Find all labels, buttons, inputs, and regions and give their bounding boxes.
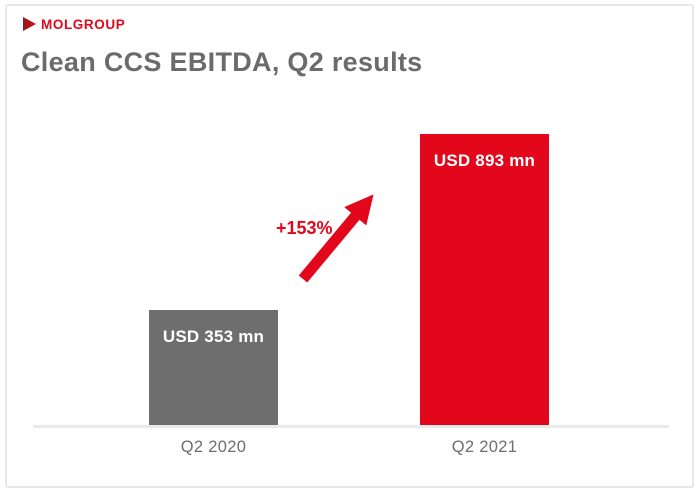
bar-q2-2020: USD 353 mn	[149, 310, 278, 425]
bar-q2-2021: USD 893 mn	[420, 134, 549, 425]
growth-percent-label: +153%	[276, 218, 333, 238]
molgroup-logo: MOLGROUP	[22, 15, 125, 33]
bar-value-label-q2-2021: USD 893 mn	[433, 151, 536, 170]
x-axis-label-q2-2021: Q2 2021	[451, 438, 518, 456]
x-axis-label-q2-2020: Q2 2020	[180, 438, 247, 456]
bar-chart: USD 353 mn USD 893 mn +153%	[149, 134, 549, 425]
x-axis-line	[33, 425, 669, 428]
growth-arrow-icon	[298, 194, 374, 283]
bar-value-label-q2-2020: USD 353 mn	[162, 327, 265, 346]
page-title: Clean CCS EBITDA, Q2 results	[21, 47, 423, 77]
molgroup-logo-triangle-icon	[23, 17, 36, 31]
slide-card	[5, 4, 694, 488]
molgroup-logo-text: MOLGROUP	[41, 16, 126, 32]
